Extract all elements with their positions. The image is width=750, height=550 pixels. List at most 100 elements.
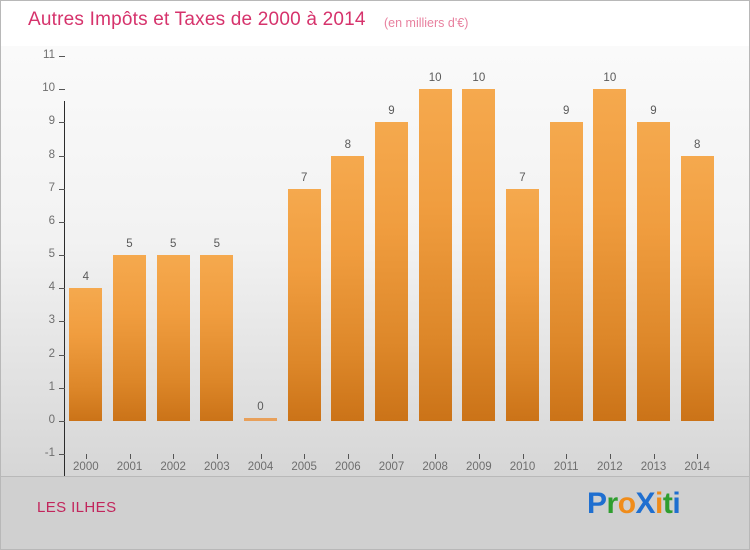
bar-value-label: 9 [562, 105, 570, 118]
bar[interactable] [506, 188, 539, 421]
bar-value-label: 8 [693, 138, 701, 151]
x-tick [609, 454, 611, 459]
y-tick [59, 321, 65, 323]
x-tick [129, 454, 131, 459]
x-tick [653, 454, 655, 459]
bar[interactable] [113, 255, 146, 421]
x-tick-label: 2004 [247, 461, 274, 473]
bar[interactable] [680, 155, 714, 421]
logo-letter: t [662, 487, 673, 520]
bar-value-label: 10 [603, 72, 617, 85]
logo-letter: i [672, 487, 681, 520]
x-tick-label: 2014 [684, 461, 710, 473]
y-tick-label: 8 [48, 148, 55, 161]
y-tick-label: 9 [48, 115, 55, 128]
y-tick [59, 387, 65, 389]
y-tick-label: 2 [48, 347, 55, 360]
y-tick [59, 188, 65, 190]
y-tick-label: 4 [48, 281, 55, 294]
x-tick-label: 2005 [291, 461, 317, 473]
x-tick-label: 2012 [597, 461, 623, 473]
y-tick [59, 155, 65, 157]
bar-value-label: 7 [519, 171, 526, 184]
y-tick-label: 3 [48, 314, 55, 327]
y-tick [59, 454, 65, 455]
chart-plot-area: -1 0 1 2 3 4 5 6 7 8 9 10 11 2000 2001 2002 2003 2004 200… [1, 46, 749, 500]
logo-letter: X [635, 487, 656, 520]
x-tick-label: 2008 [422, 461, 448, 473]
bar-value-label: 8 [344, 138, 352, 151]
y-tick [59, 89, 65, 91]
bar[interactable] [69, 288, 103, 421]
y-tick [59, 288, 65, 290]
x-tick [435, 454, 437, 459]
y-tick-label: -1 [44, 447, 55, 459]
x-tick [216, 454, 218, 459]
x-tick-label: 2002 [160, 461, 186, 473]
proxiti-logo[interactable]: ProXiti [587, 487, 681, 520]
x-tick-label: 2007 [378, 461, 405, 473]
y-tick-label: 10 [42, 82, 55, 95]
y-tick-label: 11 [43, 49, 55, 61]
y-tick [59, 122, 65, 124]
x-tick [522, 454, 524, 459]
x-tick-label: 2003 [204, 461, 230, 473]
logo-letter: i [655, 487, 663, 520]
y-tick [59, 420, 65, 422]
bar[interactable] [200, 255, 234, 421]
bar[interactable] [287, 188, 321, 421]
logo-letter: P [587, 487, 607, 520]
bar-value-label: 0 [257, 400, 264, 413]
y-tick-label: 0 [48, 413, 55, 426]
bar-value-label: 9 [388, 105, 395, 118]
location-label: LES ILHES [37, 499, 117, 516]
bar-value-label: 5 [213, 238, 221, 250]
bar-value-label: 5 [169, 238, 177, 250]
bar[interactable] [593, 89, 627, 421]
bar[interactable] [418, 89, 452, 421]
y-tick [59, 56, 65, 57]
x-tick [478, 454, 480, 459]
y-tick-label: 5 [48, 248, 55, 260]
chart-header: Autres Impôts et Taxes de 2000 à 2014 (e… [1, 1, 749, 46]
bar-value-label: 10 [428, 72, 442, 85]
y-tick [59, 221, 65, 223]
y-tick-label: 7 [48, 181, 55, 194]
x-tick [566, 454, 568, 459]
y-axis-line [64, 101, 65, 499]
x-tick [304, 454, 306, 459]
x-tick [347, 454, 349, 459]
bar[interactable] [244, 417, 277, 421]
y-tick [59, 354, 65, 356]
bar[interactable] [637, 122, 670, 421]
x-tick-label: 2010 [509, 461, 536, 473]
page-subtitle: (en milliers d'€) [384, 16, 469, 30]
logo-letter: r [606, 487, 619, 520]
logo-letter: o [617, 487, 636, 520]
x-tick-label: 2006 [335, 461, 361, 473]
x-tick [391, 454, 393, 459]
chart-footer: LES ILHES ProXiti [1, 476, 749, 549]
bar-value-label: 9 [650, 105, 657, 118]
y-tick-label: 1 [48, 380, 55, 393]
x-tick-label: 2011 [553, 461, 579, 473]
bar[interactable] [549, 122, 583, 421]
bar[interactable] [462, 89, 496, 421]
page-title: Autres Impôts et Taxes de 2000 à 2014 [28, 9, 366, 30]
x-tick [697, 454, 699, 459]
x-tick-label: 2001 [116, 461, 143, 473]
bar-value-label: 7 [300, 171, 308, 184]
bar[interactable] [331, 155, 365, 421]
bar[interactable] [375, 122, 408, 421]
x-tick [85, 454, 87, 459]
bar-value-label: 5 [126, 238, 133, 250]
bar[interactable] [156, 255, 190, 421]
y-tick [59, 255, 65, 256]
y-tick-label: 6 [48, 214, 55, 227]
x-tick-label: 2000 [73, 461, 99, 473]
x-tick [173, 454, 175, 459]
bar-value-label: 4 [82, 271, 90, 284]
bar-value-label: 10 [472, 72, 486, 85]
x-tick [260, 454, 262, 459]
